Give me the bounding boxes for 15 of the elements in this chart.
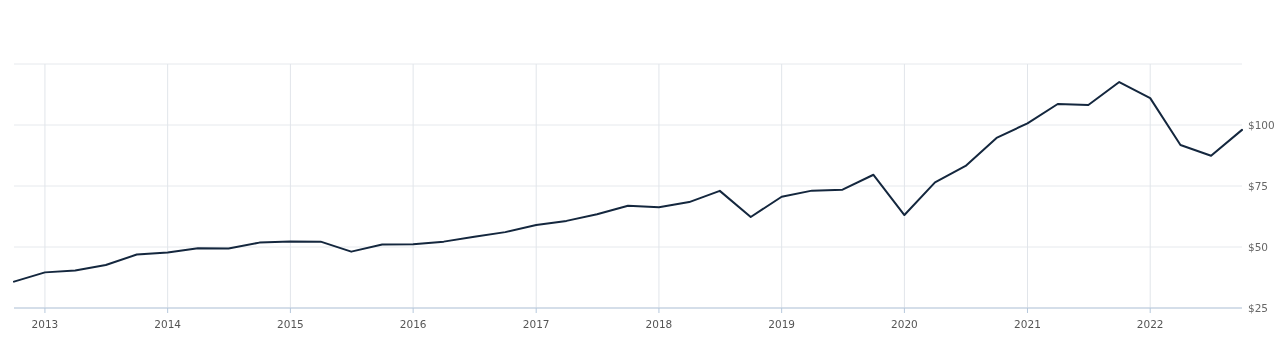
y-tick-label: $25 — [1248, 302, 1269, 314]
x-tick-label: 2021 — [1014, 318, 1041, 330]
x-tick-label: 2018 — [645, 318, 673, 330]
y-tick-label: $75 — [1248, 180, 1269, 192]
y-tick-label: $50 — [1248, 241, 1269, 253]
x-tick-label: 2020 — [891, 318, 918, 330]
x-tick-label: 2013 — [31, 318, 59, 330]
x-tick-label: 2015 — [277, 318, 304, 330]
y-tick-label: $100 — [1248, 119, 1275, 131]
line-series — [13, 81, 1243, 283]
x-tick-label: 2019 — [768, 318, 796, 330]
x-tick-label: 2017 — [522, 318, 550, 330]
x-tick-label: 2014 — [154, 318, 182, 330]
x-tick-label: 2016 — [399, 318, 427, 330]
x-tick-label: 2022 — [1136, 318, 1164, 330]
